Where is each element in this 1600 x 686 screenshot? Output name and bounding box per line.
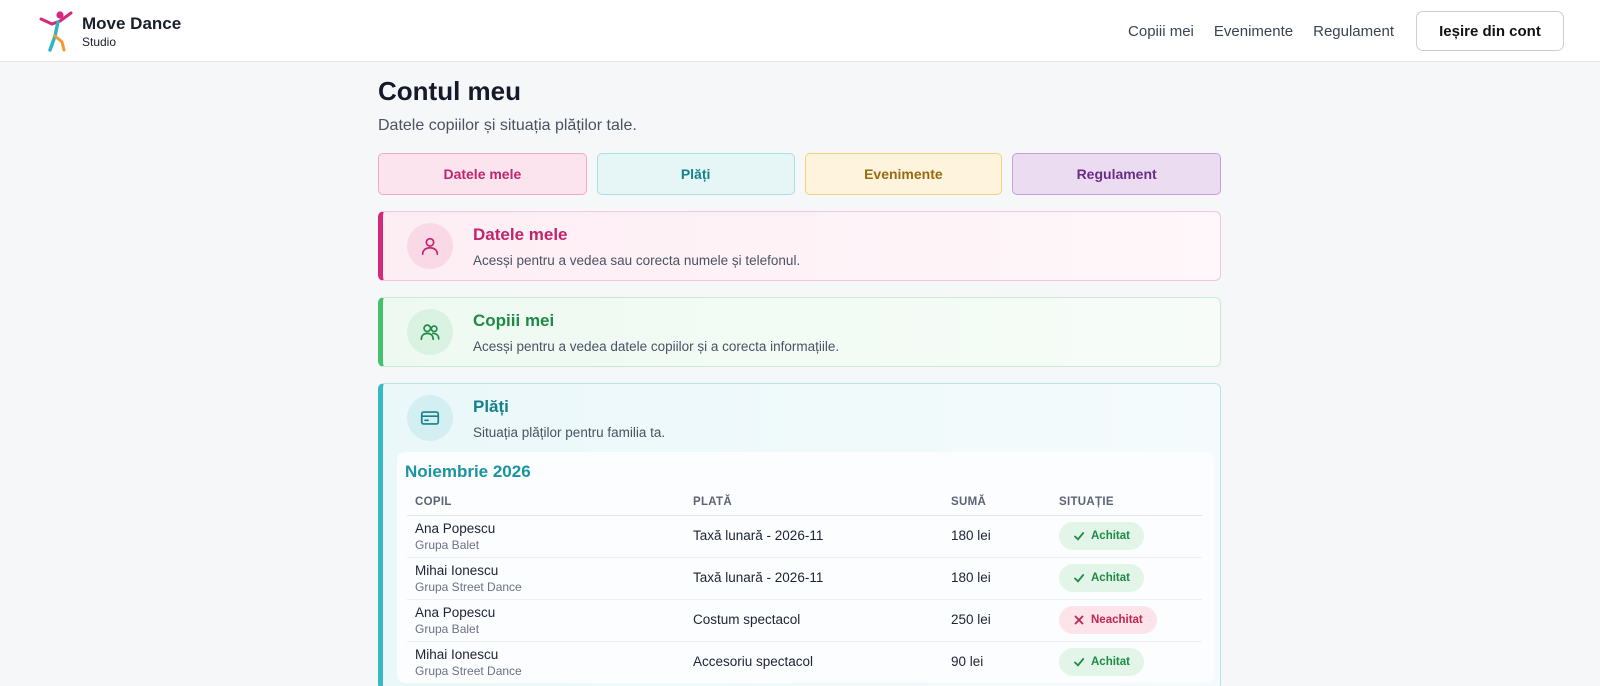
- check-icon: [1074, 532, 1085, 541]
- child-group: Grupa Street Dance: [415, 579, 522, 594]
- card-copiii-mei[interactable]: Copiii mei Acesși pentru a vedea datele …: [378, 297, 1221, 367]
- check-icon: [1074, 574, 1085, 583]
- table-row: Ana Popescu Grupa Balet Taxă lunară - 202…: [407, 515, 1202, 558]
- status-badge: Achitat: [1059, 522, 1144, 550]
- status-label: Achitat: [1091, 656, 1130, 669]
- user-icon: [407, 223, 453, 269]
- payment-amount: 90 lei: [951, 654, 984, 670]
- users-icon: [407, 309, 453, 355]
- brand[interactable]: Move Dance Studio: [38, 10, 181, 54]
- tab-datele-mele[interactable]: Datele mele: [378, 153, 587, 195]
- child-group: Grupa Street Dance: [415, 663, 522, 678]
- brand-name: Move Dance: [82, 14, 182, 34]
- column-header-situatie: SITUAȚIE: [1051, 490, 1202, 516]
- account-main: Contul meu Datele copiilor și situația p…: [378, 76, 1221, 686]
- status-label: Neachitat: [1091, 614, 1143, 626]
- x-icon: [1074, 615, 1084, 625]
- tab-regulament[interactable]: Regulament: [1012, 153, 1221, 195]
- child-name: Ana Popescu: [415, 520, 496, 536]
- payments-table: COPIL PLATĂ SUMĂ SITUAȚIE Ana Popescu Gru…: [407, 490, 1202, 683]
- top-navbar: Move Dance Studio Copiii mei Evenimente …: [0, 0, 1600, 62]
- payment-name: Taxă lunară - 2026-11: [693, 570, 824, 585]
- status-label: Achitat: [1091, 530, 1130, 542]
- page-title: Contul meu: [378, 76, 521, 106]
- card-datele-mele[interactable]: Datele mele Acesși pentru a vedea sau co…: [378, 211, 1221, 281]
- status-badge: Neachitat: [1059, 606, 1157, 634]
- page-subtitle: Datele copiilor și situația plăților tal…: [378, 117, 637, 134]
- main-nav: Copiii mei Evenimente Regulament Ieșire …: [1128, 11, 1564, 51]
- card-title: Plăți: [473, 396, 509, 416]
- tab-plati[interactable]: Plăți: [596, 153, 795, 195]
- card-description: Acesși pentru a vedea datele copiilor și…: [473, 338, 840, 354]
- payments-panel: Noiembrie 2026 COPIL PLATĂ SUMĂ SITUAȚIE…: [397, 452, 1214, 683]
- card-description: Situația plăților pentru familia ta.: [473, 424, 666, 440]
- table-header-row: COPIL PLATĂ SUMĂ SITUAȚIE: [407, 490, 1202, 516]
- table-row: Ana Popescu Grupa Balet Costum spectacol …: [407, 599, 1202, 642]
- column-header-plata: PLATĂ: [685, 490, 943, 516]
- column-header-copil: COPIL: [407, 490, 685, 516]
- status-badge: Achitat: [1059, 648, 1144, 677]
- table-row: Mihai Ionescu Grupa Street Dance Accesori…: [407, 641, 1202, 683]
- check-icon: [1074, 658, 1085, 667]
- child-name: Mihai Ionescu: [415, 562, 499, 578]
- nav-copiii-mei[interactable]: Copiii mei: [1128, 22, 1194, 40]
- card-title: Datele mele: [473, 224, 568, 244]
- payment-amount: 250 lei: [951, 612, 991, 627]
- table-row: Mihai Ionescu Grupa Street Dance Taxă lun…: [407, 557, 1202, 600]
- section-tabs: Datele mele Plăți Evenimente Regulament: [378, 153, 1221, 195]
- status-label: Achitat: [1091, 572, 1130, 584]
- payment-amount: 180 lei: [951, 570, 991, 585]
- column-header-suma: SUMĂ: [943, 490, 1051, 516]
- card-description: Acesși pentru a vedea sau corecta numele…: [473, 252, 801, 268]
- nav-evenimente[interactable]: Evenimente: [1213, 22, 1294, 40]
- child-group: Grupa Balet: [415, 621, 480, 636]
- logout-button[interactable]: Ieșire din cont: [1416, 11, 1564, 51]
- nav-regulament[interactable]: Regulament: [1313, 22, 1394, 40]
- tab-evenimente[interactable]: Evenimente: [804, 153, 1003, 195]
- child-group: Grupa Balet: [415, 537, 480, 552]
- status-badge: Achitat: [1059, 564, 1144, 592]
- card-title: Copiii mei: [473, 310, 555, 330]
- dancer-logo-icon: [39, 11, 73, 52]
- child-name: Ana Popescu: [415, 604, 496, 620]
- child-name: Mihai Ionescu: [415, 646, 499, 662]
- payment-name: Costum spectacol: [693, 612, 801, 627]
- payment-amount: 180 lei: [951, 528, 991, 543]
- card-plati: Plăți Situația plăților pentru familia t…: [378, 383, 1221, 686]
- month-title: Noiembrie 2026: [405, 462, 531, 481]
- brand-subtitle: Studio: [82, 34, 117, 49]
- payment-name: Accesoriu spectacol: [693, 654, 814, 670]
- payment-name: Taxă lunară - 2026-11: [693, 528, 824, 543]
- credit-card-icon: [407, 395, 453, 441]
